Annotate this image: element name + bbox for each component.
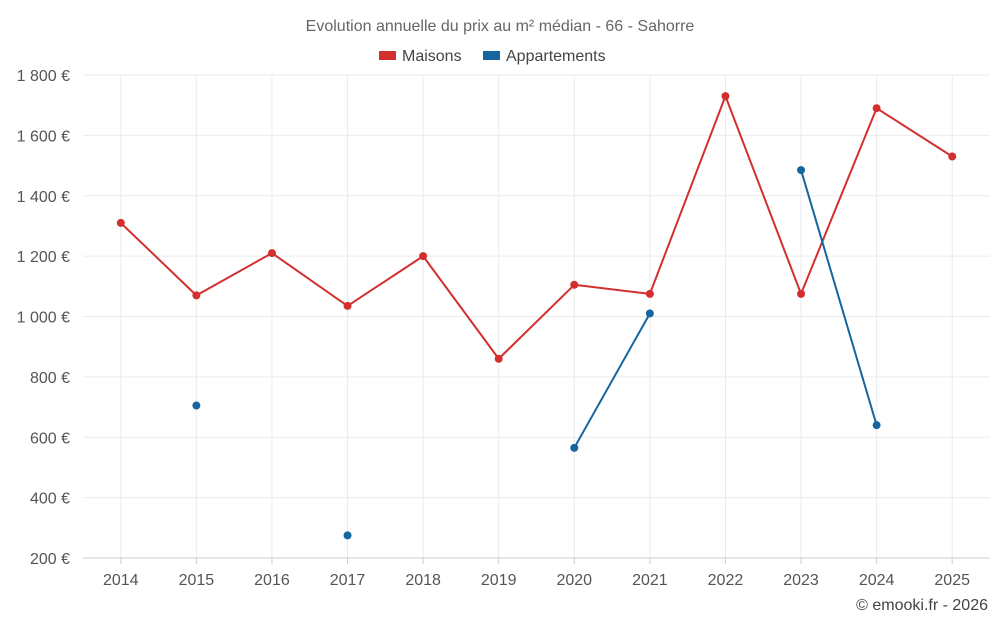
y-tick-label: 800 € — [30, 370, 70, 387]
legend-label-appartements: Appartements — [506, 48, 606, 65]
x-tick-label: 2014 — [103, 572, 139, 589]
y-tick-label: 1 000 € — [17, 310, 70, 327]
data-point-maisons[interactable] — [267, 249, 276, 258]
y-tick-label: 1 800 € — [17, 68, 70, 85]
x-tick-label: 2022 — [708, 572, 744, 589]
series-appartements — [192, 166, 881, 540]
legend-swatch-maisons — [379, 51, 396, 60]
data-point-appartements[interactable] — [192, 401, 201, 410]
series-line-maisons — [120, 95, 953, 360]
legend-item-maisons[interactable]: Maisons — [379, 48, 462, 65]
data-point-maisons[interactable] — [872, 104, 881, 113]
data-point-appartements[interactable] — [872, 421, 881, 430]
series-maisons — [116, 92, 957, 363]
x-tick-label: 2015 — [179, 572, 215, 589]
y-tick-label: 1 400 € — [17, 189, 70, 206]
x-tick-label: 2017 — [330, 572, 366, 589]
series-line-appartements — [573, 312, 651, 449]
chart-title: Evolution annuelle du prix au m² médian … — [306, 18, 695, 35]
data-point-maisons[interactable] — [721, 92, 730, 101]
grid — [83, 74, 990, 558]
y-tick-label: 600 € — [30, 430, 70, 447]
x-tick-label: 2021 — [632, 572, 668, 589]
data-point-appartements[interactable] — [645, 309, 654, 318]
legend-swatch-appartements — [483, 51, 500, 60]
legend-label-maisons: Maisons — [402, 48, 462, 65]
data-point-appartements[interactable] — [570, 443, 579, 452]
data-point-maisons[interactable] — [116, 218, 125, 227]
data-point-maisons[interactable] — [494, 354, 503, 363]
data-point-maisons[interactable] — [948, 152, 957, 161]
legend: Maisons Appartements — [379, 48, 606, 65]
x-tick-label: 2018 — [405, 572, 441, 589]
data-point-maisons[interactable] — [570, 280, 579, 289]
data-point-appartements[interactable] — [797, 166, 806, 175]
y-tick-label: 1 200 € — [17, 249, 70, 266]
legend-item-appartements[interactable]: Appartements — [483, 48, 606, 65]
data-point-appartements[interactable] — [343, 531, 352, 540]
x-tick-label: 2016 — [254, 572, 290, 589]
data-point-maisons[interactable] — [645, 289, 654, 298]
y-tick-label: 200 € — [30, 551, 70, 568]
x-tick-label: 2025 — [934, 572, 970, 589]
data-point-maisons[interactable] — [797, 289, 806, 298]
x-tick-label: 2024 — [859, 572, 895, 589]
data-point-maisons[interactable] — [343, 301, 352, 310]
x-tick-label: 2023 — [783, 572, 819, 589]
y-tick-label: 1 600 € — [17, 128, 70, 145]
data-point-maisons[interactable] — [192, 291, 201, 300]
series-line-appartements — [800, 169, 878, 426]
credit-text: © emooki.fr - 2026 — [856, 597, 988, 614]
series — [116, 92, 957, 540]
y-tick-label: 400 € — [30, 491, 70, 508]
axes: 200 € 400 € 600 € 800 € 1 000 € 1 200 € 1 400 … — [17, 68, 990, 589]
data-point-maisons[interactable] — [419, 252, 428, 261]
x-tick-label: 2019 — [481, 572, 517, 589]
x-tick-label: 2020 — [556, 572, 592, 589]
